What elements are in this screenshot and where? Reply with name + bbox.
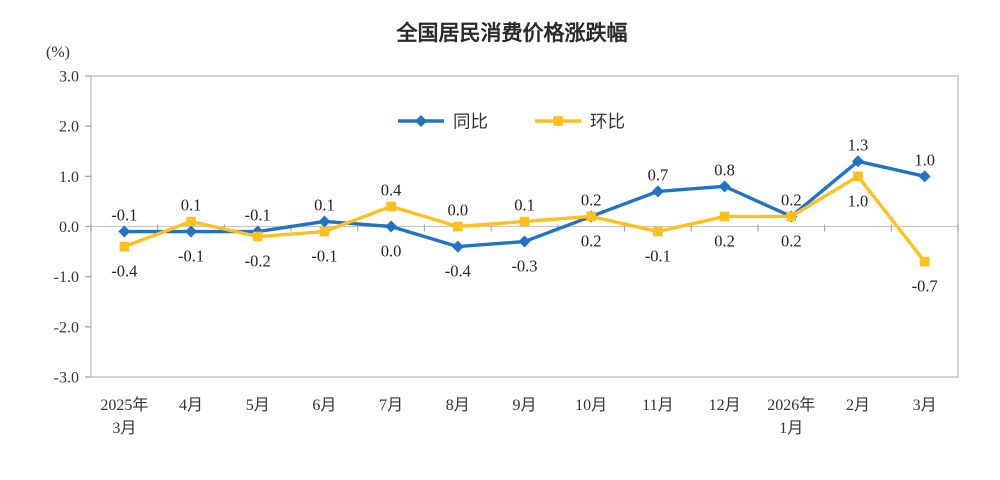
- mom-marker: [252, 231, 263, 242]
- mom-data-label: 0.2: [581, 231, 602, 250]
- yoy-legend-marker: [415, 115, 427, 127]
- chart-title: 全国居民消费价格涨跌幅: [396, 21, 628, 45]
- x-axis-category-label: 2026年 1月: [767, 396, 815, 437]
- y-axis-tick-label: 0.0: [59, 219, 79, 236]
- mom-marker: [186, 216, 196, 227]
- mom-data-label: 1.0: [848, 191, 869, 210]
- y-axis-tick-label: -1.0: [54, 269, 79, 286]
- yoy-data-label: -0.3: [511, 257, 537, 276]
- plot-area: 3.0 2.0 1.0 0.0 -1.0 -2.0 -3.0 2025年 3月 4月 5月 6月 7月 8…: [54, 69, 959, 437]
- legend-item-mom: 环比: [535, 112, 625, 132]
- mom-data-label: -0.1: [311, 247, 337, 266]
- mom-data-label: 0.0: [447, 201, 468, 220]
- mom-marker: [719, 211, 730, 222]
- y-axis-tick-label: -3.0: [54, 370, 79, 387]
- mom-marker: [853, 171, 863, 182]
- x-axis-category-label: 2025年 3月: [100, 396, 148, 437]
- yoy-data-label: 0.7: [648, 165, 669, 184]
- yoy-data-label: -0.1: [111, 206, 137, 225]
- mom-data-label: 0.1: [181, 195, 202, 214]
- yoy-data-label: -0.1: [178, 247, 204, 266]
- yoy-data-label: 0.1: [314, 195, 335, 214]
- yoy-data-label: -0.1: [245, 206, 271, 225]
- mom-data-label: -0.1: [645, 247, 671, 266]
- x-axis-category-label: 5月: [246, 397, 270, 414]
- mom-marker: [453, 221, 463, 232]
- yoy-marker: [718, 180, 731, 193]
- yoy-legend-label: 同比: [453, 112, 488, 132]
- x-axis-category-label: 3月: [913, 397, 937, 414]
- yoy-marker: [651, 185, 664, 198]
- mom-legend-marker: [553, 116, 563, 126]
- mom-data-label: 0.4: [381, 180, 402, 199]
- x-axis-labels: 2025年 3月 4月 5月 6月 7月 8月 9月 10月 11月 12月 2026年 1月 2月 3月: [100, 396, 936, 437]
- chart-legend: 同比 环比: [398, 112, 625, 132]
- series-mom: -0.4 0.1 -0.2 -0.1 0.4 0.0 0.1 0.2 -0.1 0.2 0.2 1.0…: [111, 171, 938, 296]
- mom-marker: [786, 211, 797, 222]
- yoy-data-label: 1.0: [914, 150, 935, 169]
- y-axis-tick-label: 1.0: [59, 169, 79, 186]
- yoy-marker: [318, 215, 331, 228]
- yoy-marker: [451, 240, 464, 253]
- mom-data-label: -0.7: [912, 277, 938, 296]
- yoy-data-label: 0.8: [714, 160, 735, 179]
- y-axis-tick-label: 3.0: [59, 69, 79, 86]
- yoy-data-label: 1.3: [848, 135, 869, 154]
- mom-data-label: -0.2: [245, 252, 271, 271]
- yoy-data-label: 0.0: [381, 242, 402, 261]
- mom-marker: [119, 241, 130, 252]
- mom-data-label: -0.4: [111, 262, 137, 281]
- y-axis-tick-label: 2.0: [59, 119, 79, 136]
- mom-marker: [919, 256, 930, 267]
- x-axis-category-label: 11月: [642, 397, 673, 414]
- yoy-marker: [851, 155, 864, 168]
- yoy-marker: [518, 235, 531, 248]
- x-axis-category-label: 8月: [446, 397, 470, 414]
- yoy-data-label: -0.4: [445, 262, 471, 281]
- mom-legend-label: 环比: [590, 112, 625, 132]
- x-axis-category-label: 9月: [512, 397, 536, 414]
- yoy-marker: [118, 225, 131, 238]
- yoy-marker: [918, 170, 931, 183]
- x-axis-category-label: 7月: [379, 397, 403, 414]
- mom-data-label: 0.2: [781, 231, 802, 250]
- yoy-data-label: 0.2: [781, 190, 802, 209]
- mom-marker: [319, 226, 330, 237]
- x-axis-category-label: 2月: [846, 397, 870, 414]
- y-axis-unit-label: (%): [46, 44, 70, 61]
- mom-marker: [586, 211, 596, 222]
- mom-data-label: 0.2: [714, 231, 735, 250]
- y-axis-tick-label: -2.0: [54, 319, 79, 336]
- yoy-data-label: 0.2: [581, 190, 602, 209]
- mom-marker: [519, 216, 530, 227]
- y-axis: 3.0 2.0 1.0 0.0 -1.0 -2.0 -3.0: [54, 69, 91, 387]
- yoy-marker: [385, 220, 398, 233]
- mom-data-label: 0.1: [514, 195, 535, 214]
- mom-marker: [653, 226, 663, 237]
- x-axis-category-label: 12月: [709, 397, 741, 414]
- legend-item-yoy: 同比: [398, 112, 488, 132]
- x-axis-category-label: 4月: [179, 397, 203, 414]
- mom-marker: [386, 201, 396, 212]
- x-axis-category-label: 6月: [312, 397, 336, 414]
- yoy-marker: [185, 225, 198, 238]
- x-axis-category-label: 10月: [575, 397, 607, 414]
